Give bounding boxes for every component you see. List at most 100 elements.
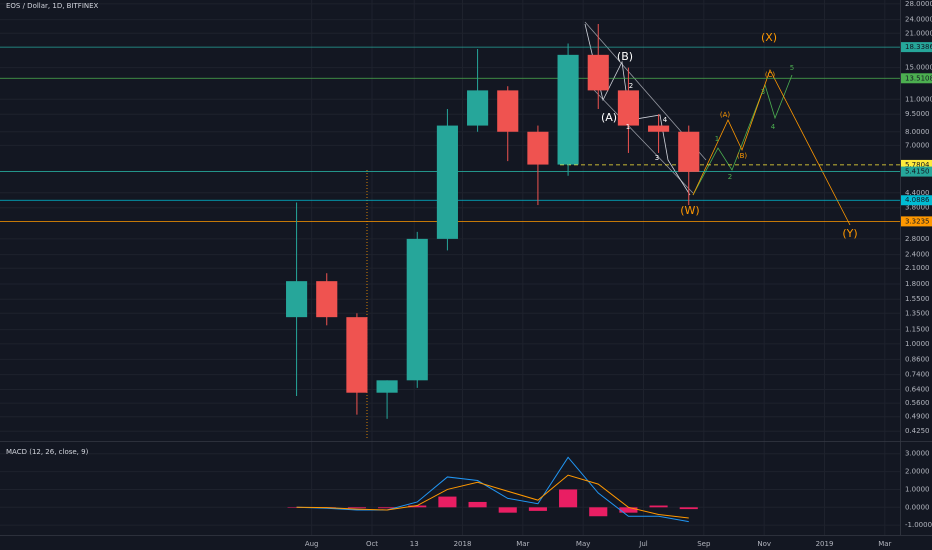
y-tick-label: 1.8000 — [905, 280, 930, 288]
histogram-bar — [408, 505, 427, 508]
level-label: 3.3235 — [905, 217, 930, 225]
y-tick-label: 0.0000 — [905, 503, 930, 511]
x-tick-label: Nov — [757, 540, 771, 548]
candle-body — [316, 281, 338, 318]
wave-label: 1 — [715, 135, 719, 143]
y-tick-label: 0.6400 — [905, 385, 930, 393]
y-tick-label: 1.5500 — [905, 295, 930, 303]
histogram-bar — [378, 507, 397, 509]
y-tick-label: 1.0000 — [905, 340, 930, 348]
candle-body — [436, 125, 458, 239]
histogram-bar — [347, 507, 366, 509]
level-label: 13.5108 — [905, 74, 932, 82]
x-tick-label: Sep — [697, 540, 711, 548]
histogram-bar — [619, 507, 638, 513]
histogram-bar — [649, 505, 668, 508]
candle-body — [467, 90, 489, 126]
wave-label: (A) — [720, 111, 731, 119]
wave-label: 2 — [629, 82, 633, 90]
wave-label: (Y) — [842, 227, 857, 240]
y-tick-label: 0.5600 — [905, 399, 930, 407]
histogram-bar — [679, 507, 698, 510]
y-tick-label: 3.0000 — [905, 450, 930, 458]
wave-path — [692, 68, 851, 226]
level-label: 18.3386 — [905, 43, 932, 51]
y-tick-label: 7.0000 — [905, 141, 930, 149]
wave-label: (A) — [601, 111, 617, 124]
indicator-title: MACD (12, 26, close, 9) — [6, 448, 89, 456]
wave-label: 3 — [655, 154, 659, 162]
y-tick-label: -1.0000 — [905, 521, 932, 529]
y-tick-label: 0.7400 — [905, 371, 930, 379]
y-tick-label: 0.4250 — [905, 427, 930, 435]
wave-label: 4 — [663, 116, 668, 124]
y-tick-label: 1.3500 — [905, 309, 930, 317]
x-tick-label: Mar — [878, 540, 891, 548]
histogram-bar — [498, 507, 517, 513]
x-tick-label: Oct — [366, 540, 378, 548]
histogram-bar — [559, 489, 578, 508]
level-label-box — [901, 159, 932, 170]
wave-label: (B) — [737, 152, 748, 160]
level-label-box — [901, 42, 932, 53]
candle-body — [587, 54, 609, 91]
candle-body — [617, 90, 639, 126]
y-tick-label: 2.4000 — [905, 251, 930, 259]
y-tick-label: 9.5000 — [905, 110, 930, 118]
y-tick-label: 2.0000 — [905, 468, 930, 476]
candle-body — [557, 54, 579, 165]
histogram-bar — [589, 507, 608, 517]
y-tick-label: 2.8000 — [905, 235, 930, 243]
grid — [0, 0, 900, 535]
histogram-bar — [438, 496, 457, 508]
candle-body — [527, 131, 549, 165]
y-tick-label: 0.4900 — [905, 413, 930, 421]
candle-body — [678, 131, 700, 172]
histogram-bar — [528, 507, 547, 511]
candle-body — [648, 125, 670, 132]
level-label-box — [901, 216, 932, 227]
y-tick-label: 4.4000 — [905, 189, 930, 197]
macd-line — [296, 456, 689, 523]
x-tick-label: Mar — [516, 540, 529, 548]
y-tick-label: 2.1000 — [905, 264, 930, 272]
y-tick-label: 1.1500 — [905, 326, 930, 334]
wave-label: (W) — [680, 204, 699, 217]
y-tick-label: 8.0000 — [905, 128, 930, 136]
wave-label: (X) — [761, 31, 777, 44]
level-label-box — [901, 73, 932, 84]
x-tick-label: Jul — [638, 540, 648, 548]
y-tick-label: 21.0000 — [905, 29, 932, 37]
candle-body — [376, 380, 398, 393]
chart-title: EOS / Dollar, 1D, BITFINEX — [6, 2, 99, 10]
level-label-box — [901, 195, 932, 206]
wave-label: (B) — [617, 50, 633, 63]
wave-label: 4 — [771, 123, 776, 131]
level-label-box — [901, 166, 932, 177]
signal-line — [296, 474, 689, 519]
candle-body — [346, 317, 368, 393]
x-tick-label: Aug — [305, 540, 319, 548]
y-tick-label: 3.8000 — [905, 204, 930, 212]
wave-label: 2 — [728, 173, 732, 181]
level-label: 5.7804 — [905, 161, 930, 169]
level-label: 4.0886 — [905, 196, 930, 204]
candle-body — [406, 238, 428, 381]
y-tick-label: 0.8600 — [905, 355, 930, 363]
x-tick-label: 2019 — [816, 540, 834, 548]
wave-label: (C) — [765, 71, 776, 79]
channel-line — [593, 89, 694, 194]
x-tick-label: May — [576, 540, 590, 548]
wave-label: 1 — [626, 123, 630, 131]
wave-label: 5 — [790, 64, 794, 72]
candle-body — [497, 90, 519, 132]
y-tick-label: 11.0000 — [905, 95, 932, 103]
candle-body — [286, 281, 308, 318]
x-tick-label: 13 — [410, 540, 419, 548]
y-tick-label: 24.0000 — [905, 16, 932, 24]
x-tick-label: 2018 — [454, 540, 472, 548]
histogram-bar — [468, 501, 487, 508]
y-tick-label: 15.0000 — [905, 64, 932, 72]
